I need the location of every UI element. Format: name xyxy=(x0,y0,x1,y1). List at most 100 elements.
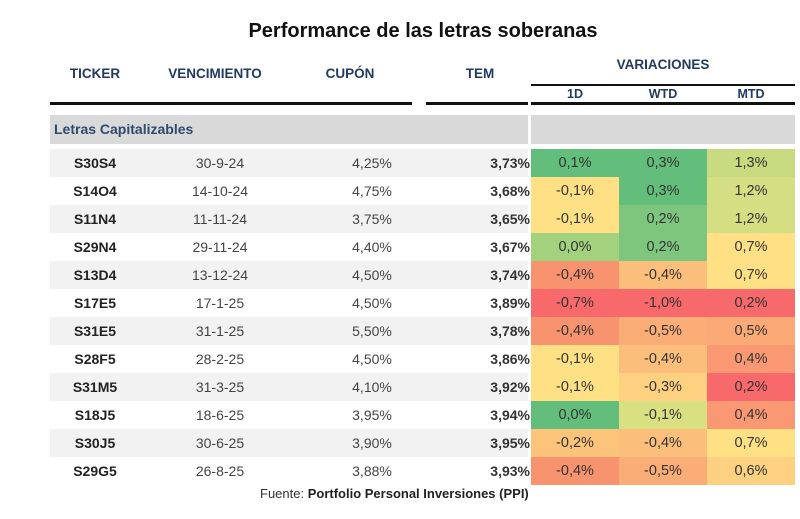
cell-vencimiento: 28-2-25 xyxy=(195,351,245,367)
table-row: S30J5 30-6-25 3,90% 3,95% xyxy=(50,429,530,457)
cell-ticker: S31M5 xyxy=(72,379,118,395)
cell-d1: -0,4% xyxy=(531,457,619,485)
cell-mtd: 1,2% xyxy=(707,177,795,205)
table-row: S28F5 28-2-25 4,50% 3,86% xyxy=(50,345,530,373)
cell-vencimiento: 31-3-25 xyxy=(195,379,245,395)
cell-cupon: 4,10% xyxy=(352,379,392,395)
page-title: Performance de las letras soberanas xyxy=(248,20,598,42)
cell-mtd: 0,7% xyxy=(707,429,795,457)
cell-wtd: -0,5% xyxy=(619,457,707,485)
cell-mtd: 0,2% xyxy=(707,373,795,401)
cell-wtd: -0,5% xyxy=(619,317,707,345)
footer-source: Portfolio Personal Inversiones (PPI) xyxy=(307,486,529,501)
cell-vencimiento: 26-8-25 xyxy=(195,463,245,479)
cell-wtd: -0,1% xyxy=(619,401,707,429)
cell-tem: 3,93% xyxy=(490,463,530,479)
cell-vencimiento: 17-1-25 xyxy=(195,295,245,311)
cell-vencimiento: 11-11-24 xyxy=(193,211,247,227)
cell-ticker: S18J5 xyxy=(74,407,116,423)
cell-ticker: S30J5 xyxy=(74,435,116,451)
cell-tem: 3,78% xyxy=(490,323,530,339)
cell-vencimiento: 18-6-25 xyxy=(195,407,245,423)
cell-tem: 3,65% xyxy=(490,211,530,227)
cell-ticker: S11N4 xyxy=(73,211,117,227)
header-mtd: MTD xyxy=(737,87,765,101)
cell-tem: 3,73% xyxy=(490,155,530,171)
cell-mtd: 0,4% xyxy=(707,345,795,373)
cell-cupon: 5,50% xyxy=(352,323,392,339)
cell-cupon: 4,25% xyxy=(352,155,392,171)
cell-wtd: -0,3% xyxy=(619,373,707,401)
cell-wtd: -0,4% xyxy=(619,345,707,373)
cell-cupon: 4,50% xyxy=(352,351,392,367)
cell-cupon: 3,88% xyxy=(352,463,392,479)
cell-tem: 3,74% xyxy=(490,267,530,283)
table-row: S30S4 30-9-24 4,25% 3,73% xyxy=(50,149,530,177)
cell-ticker: S29N4 xyxy=(73,239,117,255)
cell-ticker: S29G5 xyxy=(73,463,117,479)
table-row: S29G5 26-8-25 3,88% 3,93% xyxy=(50,457,530,485)
source-footer: Fuente: Portfolio Personal Inversiones (… xyxy=(260,486,529,501)
cell-d1: 0,0% xyxy=(531,233,619,261)
cell-ticker: S31E5 xyxy=(73,323,117,339)
header-rule-variaciones xyxy=(531,102,795,105)
cell-cupon: 4,50% xyxy=(352,295,392,311)
cell-tem: 3,94% xyxy=(490,407,530,423)
cell-wtd: -0,4% xyxy=(619,429,707,457)
cell-vencimiento: 29-11-24 xyxy=(192,239,248,255)
cell-mtd: 0,2% xyxy=(707,289,795,317)
table-row: S31M5 31-3-25 4,10% 3,92% xyxy=(50,373,530,401)
cell-mtd: 0,4% xyxy=(707,401,795,429)
cell-d1: -0,4% xyxy=(531,261,619,289)
cell-vencimiento: 30-6-25 xyxy=(195,435,245,451)
header-vencimiento: VENCIMIENTO xyxy=(168,66,262,81)
cell-d1: -0,2% xyxy=(531,429,619,457)
table-row: S17E5 17-1-25 4,50% 3,89% xyxy=(50,289,530,317)
table-row: S13D4 13-12-24 4,50% 3,74% xyxy=(50,261,530,289)
cell-vencimiento: 14-10-24 xyxy=(191,183,249,199)
cell-tem: 3,68% xyxy=(490,183,530,199)
cell-d1: -0,4% xyxy=(531,317,619,345)
cell-tem: 3,67% xyxy=(490,239,530,255)
table-row: S29N4 29-11-24 4,40% 3,67% xyxy=(50,233,530,261)
header-tem: TEM xyxy=(465,66,495,81)
cell-cupon: 4,75% xyxy=(352,183,392,199)
table-row: S11N4 11-11-24 3,75% 3,65% xyxy=(50,205,530,233)
cell-d1: 0,0% xyxy=(531,401,619,429)
cell-ticker: S14O4 xyxy=(73,183,117,199)
cell-d1: 0,1% xyxy=(531,149,619,177)
cell-wtd: 0,3% xyxy=(619,149,707,177)
cell-tem: 3,95% xyxy=(490,435,530,451)
cell-mtd: 0,5% xyxy=(707,317,795,345)
cell-cupon: 3,75% xyxy=(352,211,392,227)
group-header: Letras Capitalizables xyxy=(50,115,528,144)
variaciones-rule xyxy=(531,84,795,86)
cell-mtd: 0,6% xyxy=(707,457,795,485)
cell-d1: -0,7% xyxy=(531,289,619,317)
header-rule-tem xyxy=(426,102,528,105)
cell-d1: -0,1% xyxy=(531,205,619,233)
cell-vencimiento: 31-1-25 xyxy=(195,323,245,339)
cell-ticker: S17E5 xyxy=(73,295,117,311)
cell-cupon: 4,40% xyxy=(352,239,392,255)
cell-mtd: 1,3% xyxy=(707,149,795,177)
cell-wtd: -0,4% xyxy=(619,261,707,289)
cell-cupon: 3,95% xyxy=(352,407,392,423)
table-row: S18J5 18-6-25 3,95% 3,94% xyxy=(50,401,530,429)
cell-wtd: 0,2% xyxy=(619,205,707,233)
cell-mtd: 1,2% xyxy=(707,205,795,233)
header-wtd: WTD xyxy=(648,87,678,101)
cell-ticker: S30S4 xyxy=(73,155,117,171)
cell-wtd: 0,2% xyxy=(619,233,707,261)
cell-cupon: 4,50% xyxy=(352,267,392,283)
cell-tem: 3,92% xyxy=(490,379,530,395)
group-header-variaciones xyxy=(531,115,795,144)
cell-tem: 3,89% xyxy=(490,295,530,311)
cell-mtd: 0,7% xyxy=(707,261,795,289)
cell-cupon: 3,90% xyxy=(352,435,392,451)
cell-wtd: -1,0% xyxy=(619,289,707,317)
cell-vencimiento: 13-12-24 xyxy=(191,267,249,283)
table-row: S14O4 14-10-24 4,75% 3,68% xyxy=(50,177,530,205)
header-cupon: CUPÓN xyxy=(325,66,375,81)
header-rule-left xyxy=(50,102,412,105)
